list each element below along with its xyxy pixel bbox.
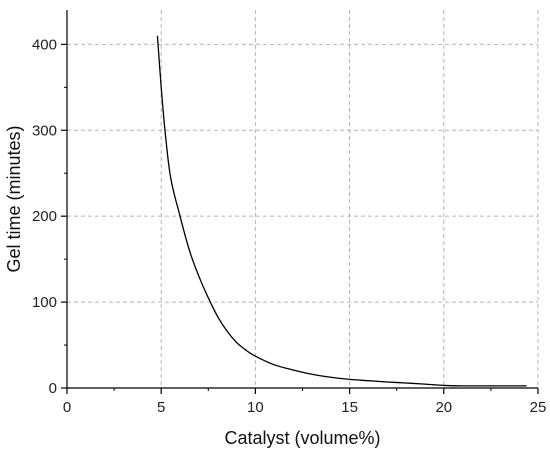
y-tick-label: 0	[49, 380, 57, 397]
series-line-0	[156, 35, 527, 387]
x-tick-label: 20	[435, 399, 452, 416]
axes	[66, 10, 538, 389]
x-tick-label: 15	[341, 399, 358, 416]
y-tick-label: 400	[32, 36, 57, 53]
grid	[67, 10, 539, 388]
y-tick-label: 100	[32, 294, 57, 311]
x-tick-label: 5	[157, 399, 165, 416]
x-tick-label: 10	[247, 399, 264, 416]
x-tick-label: 25	[530, 399, 547, 416]
y-tick-label: 200	[32, 208, 57, 225]
series-layer	[156, 35, 527, 387]
ticks: 0 5 10 15 20 25 0 100 200 300 400	[32, 36, 546, 416]
y-axis-title: Gel time (minutes)	[4, 125, 24, 272]
x-tick-label: 0	[63, 399, 71, 416]
y-tick-label: 300	[32, 122, 57, 139]
x-axis-title: Catalyst (volume%)	[224, 428, 380, 448]
